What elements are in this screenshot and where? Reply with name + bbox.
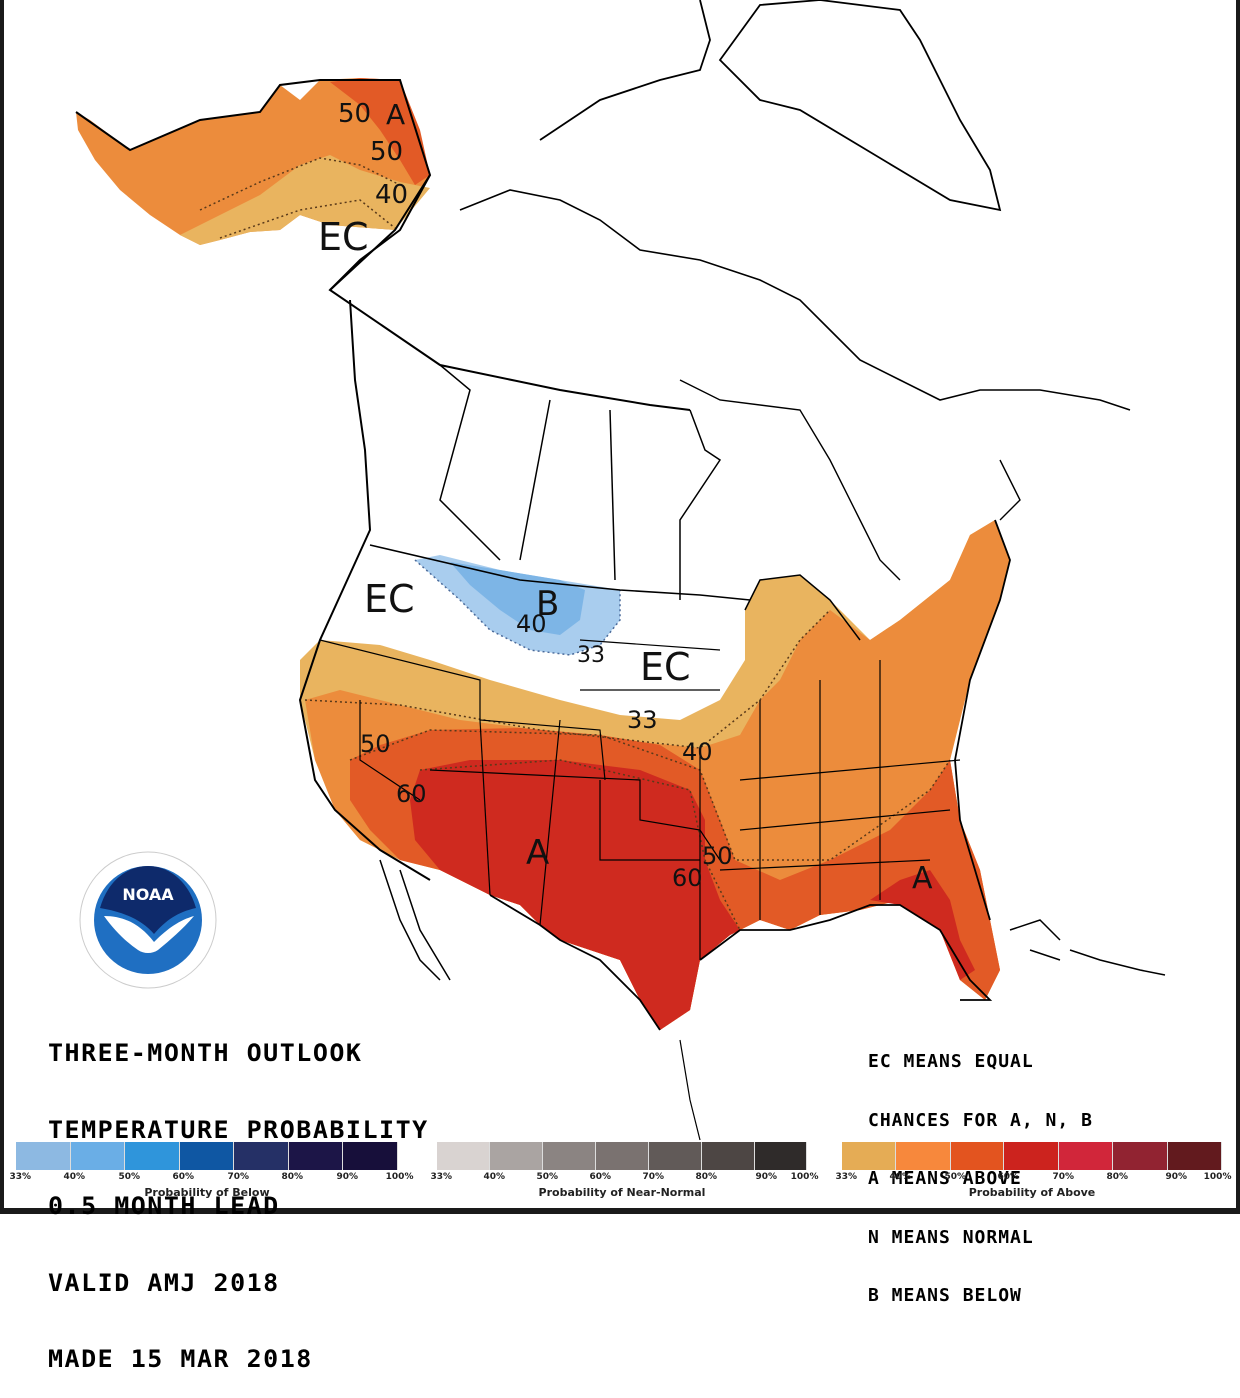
tick: 90%: [1165, 1172, 1188, 1182]
tick: 60%: [589, 1172, 612, 1182]
label-alaska-50-mid: 50: [370, 137, 403, 167]
swatch: [234, 1142, 289, 1170]
label-plains-40: 40: [682, 738, 713, 766]
swatch: [490, 1142, 543, 1170]
tick: 50%: [944, 1172, 967, 1182]
tick: 60%: [172, 1172, 195, 1182]
label-alaska-a: A: [386, 98, 405, 131]
label-below-b: B: [536, 584, 559, 624]
title-line-1: THREE-MONTH OUTLOOK: [48, 1039, 363, 1067]
swatch: [125, 1142, 180, 1170]
tick: 33%: [9, 1172, 32, 1182]
key-line-4: N MEANS NORMAL: [868, 1226, 1034, 1248]
swatch: [1113, 1142, 1168, 1170]
swatch: [842, 1142, 896, 1170]
legend-above-ticks: 33% 40% 50% 60% 70% 80% 90% 100%: [836, 1170, 1232, 1184]
label-west-60: 60: [396, 780, 427, 808]
legend-near-normal-ticks: 33% 40% 50% 60% 70% 80% 90% 100%: [431, 1170, 819, 1184]
label-northwest-ec: EC: [364, 577, 415, 621]
conus-above-region: [300, 520, 1010, 1030]
tick: 70%: [227, 1172, 250, 1182]
coastlines-and-borders: [75, 0, 1166, 1141]
label-alaska-40: 40: [375, 180, 408, 210]
swatch: [755, 1142, 807, 1170]
swatch: [702, 1142, 755, 1170]
tick: 100%: [1203, 1172, 1232, 1182]
title-line-5: MADE 15 MAR 2018: [48, 1345, 313, 1373]
legend-below-ticks: 33% 40% 50% 60% 70% 80% 90% 100%: [10, 1170, 414, 1184]
label-alaska-ec: EC: [318, 215, 369, 259]
label-plains-33: 33: [627, 706, 658, 734]
label-below-33: 33: [577, 643, 605, 668]
label-south-60: 60: [672, 864, 703, 892]
legend-above: 33% 40% 50% 60% 70% 80% 90% 100% Probabi…: [836, 1142, 1232, 1204]
legend-below-caption: Probability of Below: [144, 1186, 270, 1199]
swatch: [951, 1142, 1004, 1170]
swatch: [70, 1142, 125, 1170]
label-below-40: 40: [516, 610, 547, 638]
label-southeast-a: A: [912, 861, 933, 896]
swatch: [543, 1142, 596, 1170]
image-frame: [0, 0, 1240, 1214]
tick: 33%: [430, 1172, 453, 1182]
noaa-logo-text: NOAA: [122, 885, 174, 904]
legend-below-swatches: [16, 1142, 398, 1170]
swatch: [343, 1142, 398, 1170]
legend-near-normal: 33% 40% 50% 60% 70% 80% 90% 100% Probabi…: [431, 1142, 819, 1204]
tick: 40%: [889, 1172, 912, 1182]
tick: 90%: [336, 1172, 359, 1182]
tick: 70%: [1052, 1172, 1075, 1182]
swatch: [288, 1142, 343, 1170]
swatch: [1004, 1142, 1059, 1170]
tick: 100%: [385, 1172, 414, 1182]
tick: 40%: [483, 1172, 506, 1182]
legend-near-normal-swatches: [437, 1142, 807, 1170]
key-line-3: A MEANS ABOVE: [868, 1168, 1022, 1189]
swatch: [16, 1142, 71, 1170]
label-alaska-50-top: 50: [338, 99, 371, 129]
key-line-1: EC MEANS EQUAL: [868, 1051, 1034, 1072]
tick: 60%: [997, 1172, 1020, 1182]
tick: 80%: [1106, 1172, 1129, 1182]
label-south-50: 50: [702, 842, 733, 870]
frame-bottom-border: [0, 1208, 1240, 1214]
swatch: [437, 1142, 490, 1170]
legend-above-caption: Probability of Above: [968, 1186, 1096, 1199]
label-southwest-a: A: [526, 833, 549, 873]
below-region: [414, 555, 621, 656]
legend-near-normal-caption: Probability of Near-Normal: [538, 1186, 706, 1199]
tick: 90%: [755, 1172, 778, 1182]
key-line-2: CHANCES FOR A, N, B: [868, 1109, 1093, 1131]
swatch: [896, 1142, 951, 1170]
tick: 100%: [790, 1172, 819, 1182]
label-plains-ec: EC: [640, 645, 691, 689]
swatch: [1059, 1142, 1113, 1170]
tick: 33%: [835, 1172, 858, 1182]
tick: 70%: [642, 1172, 665, 1182]
tick: 40%: [63, 1172, 86, 1182]
tick: 50%: [118, 1172, 141, 1182]
noaa-logo-icon: NOAA: [79, 851, 217, 989]
key-line-5: B MEANS BELOW: [868, 1285, 1022, 1306]
outlook-map: 50 A 50 40 EC EC B 40 33 EC 33 40 50 60 …: [75, 0, 1166, 1141]
title-line-2: TEMPERATURE PROBABILITY: [48, 1115, 429, 1144]
label-west-50: 50: [360, 730, 391, 758]
alaska-above-region: [76, 78, 430, 245]
title-line-4: VALID AMJ 2018: [48, 1268, 280, 1297]
legend-below: 33% 40% 50% 60% 70% 80% 90% 100% Probabi…: [10, 1142, 414, 1204]
tick: 80%: [281, 1172, 304, 1182]
tick: 50%: [536, 1172, 559, 1182]
swatch: [179, 1142, 234, 1170]
map-labels: 50 A 50 40 EC EC B 40 33 EC 33 40 50 60 …: [318, 98, 933, 896]
legend-above-swatches: [842, 1142, 1222, 1170]
swatch: [596, 1142, 649, 1170]
swatch: [649, 1142, 702, 1170]
title-line-3: 0.5 MONTH LEAD: [48, 1192, 280, 1220]
swatch: [1168, 1142, 1222, 1170]
tick: 80%: [695, 1172, 718, 1182]
